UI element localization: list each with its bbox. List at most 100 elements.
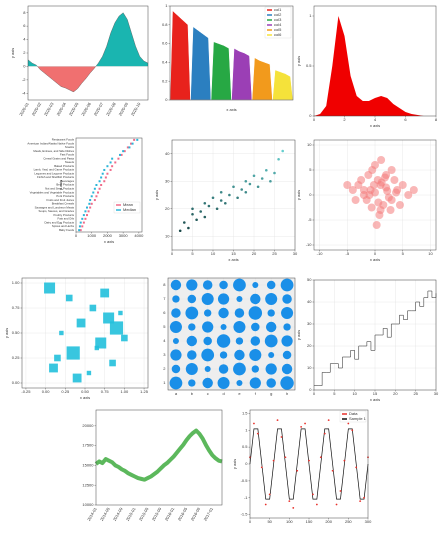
x-tick-label: 250 xyxy=(345,519,352,524)
x-tick-label: 25 xyxy=(272,251,277,256)
dot xyxy=(133,138,136,141)
point xyxy=(276,419,279,422)
x-tick-label: 2020-09 xyxy=(117,101,129,117)
y-category-label: Pork Products xyxy=(56,194,74,198)
legend-label: Median xyxy=(123,207,136,212)
point xyxy=(219,190,223,194)
dot xyxy=(100,176,103,179)
square xyxy=(44,282,56,294)
x-tick-label: 0.25 xyxy=(61,389,70,394)
y-tick-label: 2 xyxy=(163,366,166,371)
dot xyxy=(79,221,82,224)
x-tick-label: 8 xyxy=(435,117,438,122)
legend-label: Data xyxy=(349,411,358,416)
y-axis-label: y axis xyxy=(4,328,9,338)
y-category-label: Nut and Seed Products xyxy=(45,186,75,190)
x-tick-label: 0 xyxy=(374,251,377,256)
point xyxy=(248,182,252,186)
bubble xyxy=(264,334,278,348)
dot xyxy=(98,187,101,190)
area-group xyxy=(169,10,191,101)
dot xyxy=(101,172,104,175)
x-tick-label: 25 xyxy=(413,391,418,396)
y-tick-label: 0.75 xyxy=(12,305,21,310)
line xyxy=(94,428,223,482)
point xyxy=(386,206,395,214)
dot xyxy=(90,195,93,198)
y-tick-label: 8 xyxy=(23,10,26,15)
bubble xyxy=(233,278,246,292)
y-category-label: Finfish and Shellfish Products xyxy=(37,175,74,179)
y-tick-label: 0.50 xyxy=(12,330,21,335)
point xyxy=(264,503,267,506)
x-tick-label: 2016-05 xyxy=(177,506,189,522)
x-tick-label: 30 xyxy=(293,251,298,256)
point xyxy=(281,149,285,153)
point xyxy=(219,199,223,202)
point xyxy=(178,229,182,233)
x-tick-label: 10 xyxy=(352,391,357,396)
x-tick-label: 10 xyxy=(428,251,433,256)
point xyxy=(359,500,362,503)
point xyxy=(367,203,376,212)
point xyxy=(398,181,407,189)
y-tick-label: 20 xyxy=(307,343,312,348)
bubble xyxy=(282,294,292,304)
point xyxy=(195,218,198,222)
point xyxy=(224,201,227,205)
x-tick-label: 0 xyxy=(75,233,78,238)
x-tick-label: 15 xyxy=(231,251,236,256)
y-category-label: Soups, Sauces, and Gravies xyxy=(39,209,75,213)
y-tick-label: 0 xyxy=(165,97,168,102)
y-tick-label: -1 xyxy=(244,495,248,500)
y-tick-label: 0.8 xyxy=(162,22,168,27)
bubble xyxy=(203,336,212,346)
point xyxy=(383,187,392,195)
legend-label: col4 xyxy=(274,22,282,27)
point xyxy=(292,506,295,509)
y-axis-label: y axis xyxy=(232,459,237,469)
x-tick-label: 4 xyxy=(374,117,377,122)
y-category-label: Sweets xyxy=(65,160,75,164)
y-axis-label: y axis xyxy=(154,190,159,200)
point xyxy=(304,422,306,425)
point xyxy=(372,221,381,229)
legend-label: Sample 1 xyxy=(349,416,367,421)
dot xyxy=(81,225,84,228)
bubble xyxy=(170,279,182,291)
point xyxy=(277,157,280,161)
point xyxy=(256,185,260,189)
point xyxy=(331,469,334,472)
dot xyxy=(103,180,106,183)
x-tick-label: -0.25 xyxy=(21,389,31,394)
x-tick-label: 30 xyxy=(434,391,439,396)
y-category-label: Baby Foods xyxy=(59,228,75,232)
point xyxy=(319,456,322,459)
bubble xyxy=(280,278,294,292)
bubble xyxy=(234,349,245,361)
plot-frame xyxy=(313,139,437,251)
x-tick-label: 20 xyxy=(252,251,257,256)
dot xyxy=(95,195,98,198)
bubble xyxy=(169,320,182,334)
y-category-label: Meals, Entrees, and Side Dishes xyxy=(33,149,74,153)
x-tick-label: h xyxy=(286,391,288,396)
dot xyxy=(79,229,82,232)
point xyxy=(343,181,352,189)
point xyxy=(364,171,373,179)
bubble xyxy=(267,309,275,317)
dot xyxy=(82,221,85,224)
legend-box xyxy=(113,201,141,214)
bubble xyxy=(249,377,261,389)
point xyxy=(369,181,378,189)
bubble xyxy=(251,365,259,373)
point xyxy=(183,221,186,224)
bubble xyxy=(201,292,214,306)
chart-panel: 0 5 10 15 20 25 30 0 10 20 30 40 50 x axis y axis xyxy=(296,277,439,402)
dot xyxy=(103,168,106,171)
x-tick-label: 2020-08 xyxy=(105,101,117,117)
y-tick-label: 1 xyxy=(245,427,248,432)
bubble xyxy=(236,379,243,387)
